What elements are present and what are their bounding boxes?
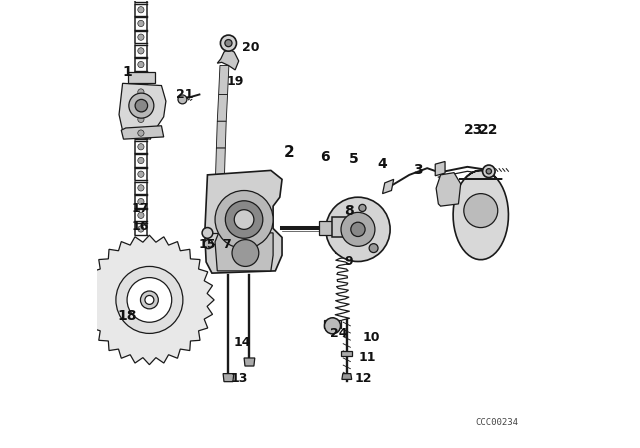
Polygon shape xyxy=(324,320,341,327)
Circle shape xyxy=(138,20,144,26)
Polygon shape xyxy=(215,231,273,271)
Circle shape xyxy=(138,61,144,68)
Circle shape xyxy=(138,103,144,109)
Text: 9: 9 xyxy=(345,255,353,268)
Circle shape xyxy=(138,185,144,191)
Polygon shape xyxy=(436,172,461,206)
Circle shape xyxy=(225,39,232,47)
Text: 16: 16 xyxy=(132,220,149,233)
Text: 17: 17 xyxy=(132,202,149,215)
Text: 19: 19 xyxy=(227,74,244,88)
Circle shape xyxy=(138,157,144,164)
Circle shape xyxy=(483,165,495,177)
Polygon shape xyxy=(244,358,255,366)
Circle shape xyxy=(234,210,254,229)
Circle shape xyxy=(225,201,263,238)
Circle shape xyxy=(138,7,144,13)
Polygon shape xyxy=(121,126,164,139)
Polygon shape xyxy=(332,217,350,237)
Text: 5: 5 xyxy=(349,152,358,166)
Circle shape xyxy=(178,95,187,104)
Polygon shape xyxy=(342,374,352,379)
Text: 14: 14 xyxy=(233,336,251,349)
Polygon shape xyxy=(216,121,226,148)
Circle shape xyxy=(145,296,154,304)
Text: CCC00234: CCC00234 xyxy=(475,418,518,427)
Polygon shape xyxy=(223,374,234,382)
Polygon shape xyxy=(435,161,445,176)
Text: 3: 3 xyxy=(413,164,423,177)
Text: 11: 11 xyxy=(358,352,376,365)
Polygon shape xyxy=(119,83,166,139)
Circle shape xyxy=(138,212,144,219)
Text: 23: 23 xyxy=(463,123,483,137)
Text: 10: 10 xyxy=(363,332,380,345)
Circle shape xyxy=(138,34,144,40)
Text: 12: 12 xyxy=(355,371,372,384)
Polygon shape xyxy=(216,148,225,177)
Circle shape xyxy=(464,194,498,228)
Circle shape xyxy=(140,291,158,309)
Text: 22: 22 xyxy=(479,123,499,137)
Polygon shape xyxy=(219,65,229,95)
Circle shape xyxy=(204,240,213,249)
Circle shape xyxy=(326,197,390,262)
Circle shape xyxy=(138,144,144,150)
Circle shape xyxy=(138,171,144,177)
Circle shape xyxy=(220,35,237,51)
Circle shape xyxy=(127,278,172,322)
Circle shape xyxy=(359,204,366,211)
Text: 24: 24 xyxy=(330,327,348,340)
Text: 2: 2 xyxy=(284,145,294,160)
Text: 15: 15 xyxy=(198,237,216,250)
Circle shape xyxy=(138,116,144,122)
Text: 6: 6 xyxy=(319,150,329,164)
Circle shape xyxy=(138,226,144,232)
Text: 21: 21 xyxy=(177,88,194,101)
Circle shape xyxy=(351,222,365,237)
Text: 4: 4 xyxy=(378,157,387,171)
Circle shape xyxy=(486,168,492,174)
Text: 13: 13 xyxy=(231,371,248,384)
Circle shape xyxy=(138,130,144,136)
Circle shape xyxy=(215,190,273,249)
Text: 20: 20 xyxy=(242,41,260,54)
Text: 8: 8 xyxy=(344,203,354,218)
Circle shape xyxy=(129,93,154,118)
Circle shape xyxy=(116,267,183,333)
Circle shape xyxy=(324,318,340,334)
Circle shape xyxy=(138,89,144,95)
Circle shape xyxy=(135,99,148,112)
Polygon shape xyxy=(128,72,155,83)
Circle shape xyxy=(138,48,144,54)
Circle shape xyxy=(138,198,144,205)
Polygon shape xyxy=(453,170,508,260)
Polygon shape xyxy=(217,49,239,70)
Circle shape xyxy=(369,244,378,253)
Polygon shape xyxy=(84,235,214,365)
Polygon shape xyxy=(217,95,228,121)
Polygon shape xyxy=(383,179,394,194)
Ellipse shape xyxy=(343,201,386,258)
Polygon shape xyxy=(319,221,333,235)
Polygon shape xyxy=(341,351,352,356)
Text: 1: 1 xyxy=(122,65,132,79)
Text: 7: 7 xyxy=(222,237,230,250)
Circle shape xyxy=(202,228,213,238)
Circle shape xyxy=(138,75,144,82)
Circle shape xyxy=(341,212,375,246)
Text: 18: 18 xyxy=(117,309,137,323)
Circle shape xyxy=(232,240,259,267)
Polygon shape xyxy=(205,170,282,273)
